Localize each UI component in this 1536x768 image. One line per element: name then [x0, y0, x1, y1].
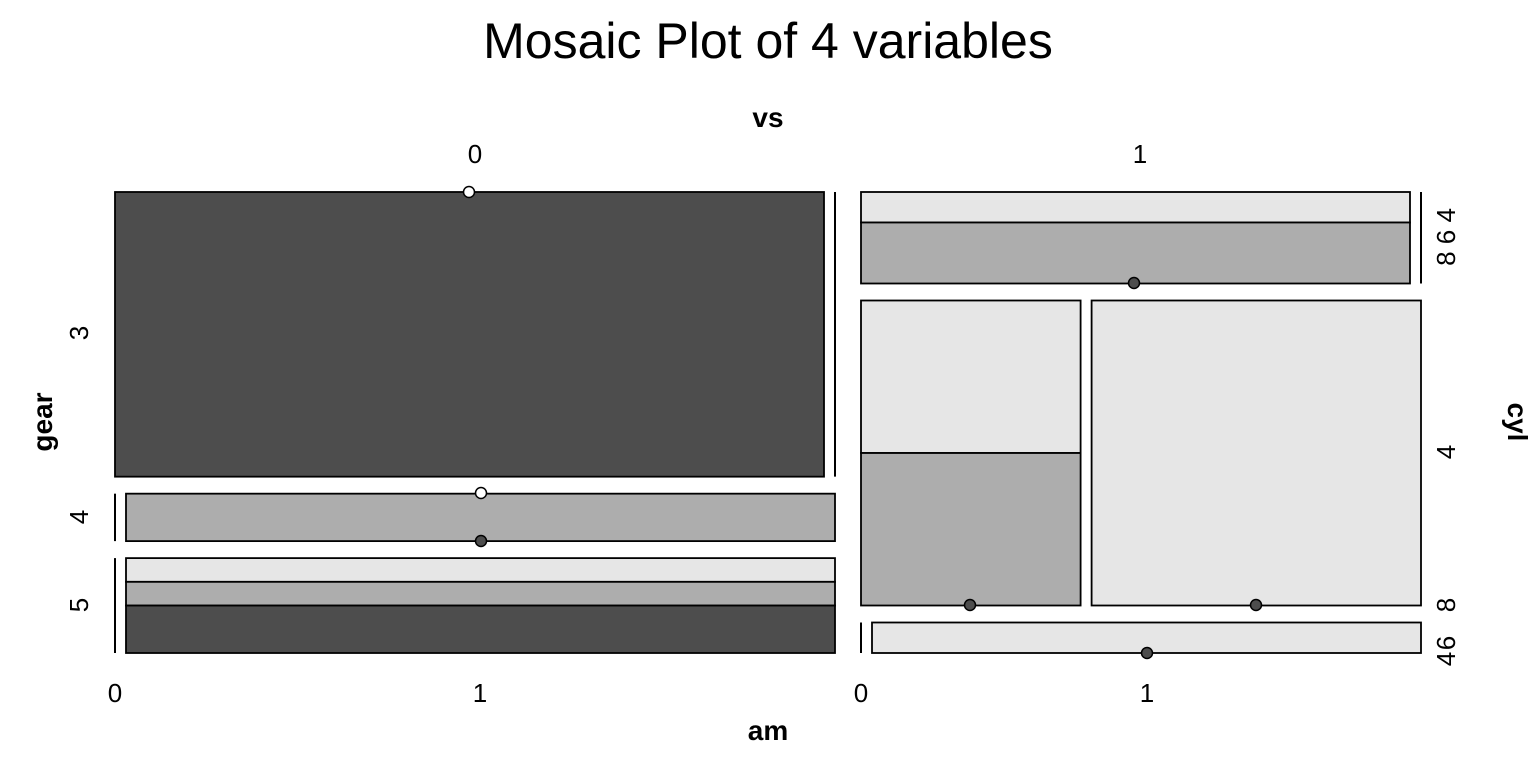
zero-marker-vs1-gear5-cyl8	[1140, 646, 1154, 660]
tile-vs1-am0-gear4-cyl6	[860, 452, 1082, 607]
level-label-cyl-gear4: 4	[1431, 445, 1461, 459]
axis-label-am: am	[748, 715, 788, 746]
tile-vs0-am1-gear5-cyl8	[125, 604, 836, 654]
chart-title: Mosaic Plot of 4 variables	[483, 13, 1053, 69]
mosaic-tiles	[114, 191, 1422, 654]
level-label-am-1-left: 1	[473, 678, 487, 708]
level-label-gear-4: 4	[64, 510, 94, 524]
tile-vs1-am0-gear4-cyl4	[860, 299, 1082, 454]
zero-marker-vs0-gear4-cyl4	[474, 486, 488, 500]
tile-vs0-am0-gear3-cyl8	[114, 191, 825, 478]
level-label-gear-3: 3	[64, 326, 94, 340]
level-label-vs-1: 1	[1133, 139, 1147, 169]
zero-marker-vs0-gear3-cyl4	[462, 185, 476, 199]
level-label-cyl-gear5-8: 8	[1431, 598, 1461, 612]
axis-label-cyl: cyl	[1502, 403, 1533, 442]
zero-cell-separators	[114, 192, 1422, 653]
level-label-am-1-right: 1	[1140, 678, 1154, 708]
level-label-cyl-gear3: 8 6 4	[1431, 208, 1461, 266]
tile-vs1-am0-gear3-cyl4	[860, 191, 1411, 224]
tile-vs0-am1-gear5-cyl4	[125, 557, 836, 583]
zero-marker-vs1-am0-gear4-cyl8	[963, 598, 977, 612]
level-label-vs-0: 0	[468, 139, 482, 169]
axis-label-gear: gear	[27, 392, 58, 451]
level-label-gear-5: 5	[64, 598, 94, 612]
zero-marker-vs1-am1-gear4-cyl8	[1249, 598, 1263, 612]
zero-marker-vs1-gear3-cyl8	[1127, 276, 1141, 290]
axis-label-vs: vs	[752, 102, 783, 133]
level-label-am-0-right: 0	[854, 678, 868, 708]
tile-vs0-am1-gear5-cyl6	[125, 580, 836, 607]
zero-cell-markers	[462, 185, 1263, 660]
tile-vs0-am1-gear4-cyl6	[125, 492, 836, 543]
level-label-cyl-gear5-4: 4	[1431, 652, 1461, 666]
tile-vs1-am0-gear3-cyl6	[860, 221, 1411, 285]
zero-marker-vs0-gear4-cyl8	[474, 534, 488, 548]
level-label-am-0-left: 0	[108, 678, 122, 708]
tile-vs1-am1-gear4-cyl4	[1090, 299, 1422, 607]
level-label-cyl-gear5-6: 6	[1431, 636, 1461, 650]
